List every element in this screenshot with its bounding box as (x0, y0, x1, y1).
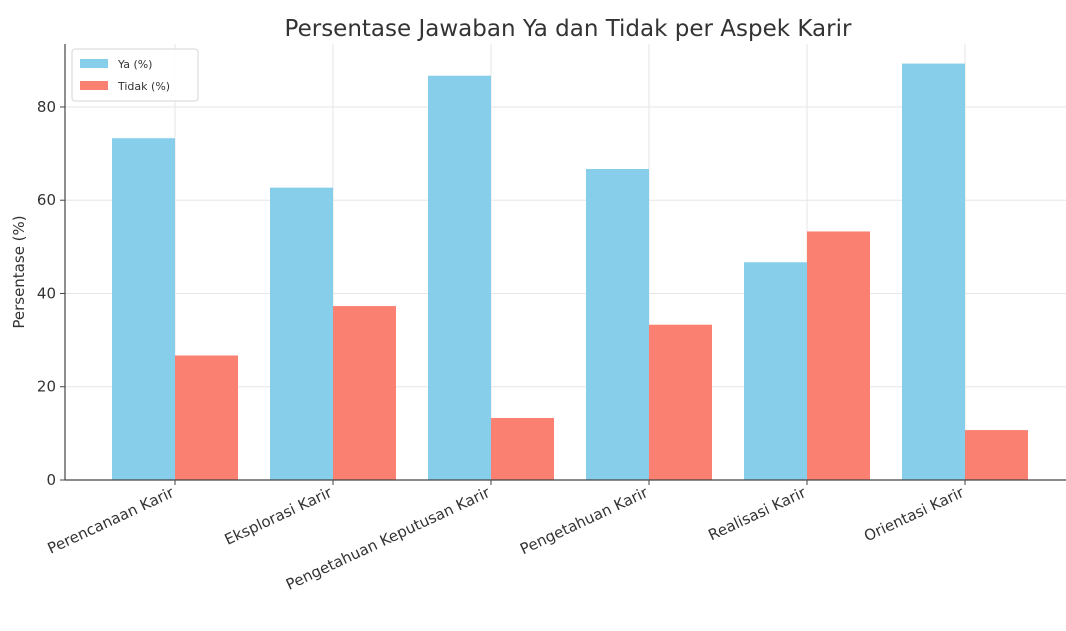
x-tick-label: Pengetahuan Karir (517, 483, 651, 558)
bar-ya (270, 187, 333, 480)
bars (112, 63, 1028, 481)
y-tick-label: 0 (46, 471, 56, 489)
bar-tidak (649, 324, 712, 480)
bar-ya (586, 168, 649, 480)
legend-label: Ya (%) (117, 58, 152, 71)
bar-ya (428, 75, 491, 480)
y-tick-label: 60 (37, 191, 56, 209)
bar-ya (744, 262, 807, 480)
chart-title: Persentase Jawaban Ya dan Tidak per Aspe… (285, 16, 852, 42)
legend-box (71, 48, 199, 102)
bar-tidak (333, 306, 396, 480)
y-tick-label: 80 (37, 98, 56, 116)
x-tick-label: Perencanaan Karir (45, 483, 178, 558)
x-tick-label: Eksplorasi Karir (222, 483, 336, 549)
legend: Ya (%) Tidak (%) (71, 48, 199, 102)
x-tick-label: Orientasi Karir (861, 483, 967, 545)
bar-tidak (491, 417, 554, 480)
legend-label: Tidak (%) (117, 80, 170, 93)
bar-ya (902, 63, 965, 481)
legend-swatch (80, 59, 108, 68)
bar-tidak (175, 355, 238, 480)
x-tick-label: Realisasi Karir (705, 483, 809, 544)
bar-ya (112, 138, 175, 481)
y-axis-label: Persentase (%) (10, 215, 28, 328)
y-tick-label: 40 (37, 284, 56, 302)
legend-swatch (80, 81, 108, 90)
bar-tidak (807, 231, 870, 480)
y-tick-label: 20 (37, 378, 56, 396)
bar-tidak (965, 430, 1028, 480)
